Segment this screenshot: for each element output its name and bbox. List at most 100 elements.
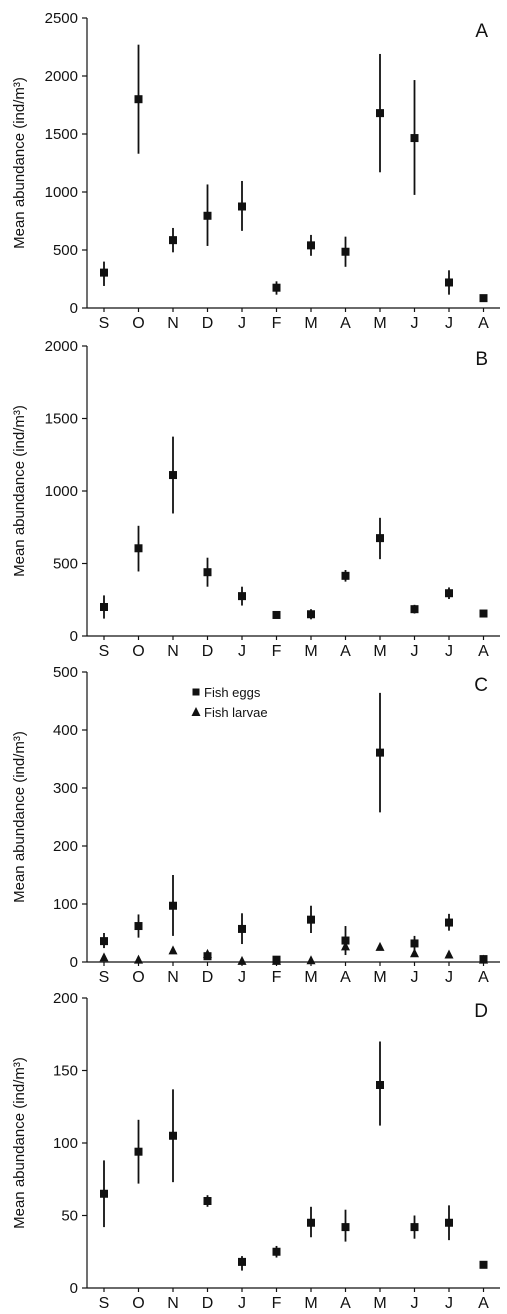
x-tick-label: J (238, 643, 246, 660)
panel-label: B (475, 349, 488, 370)
y-tick-label: 0 (70, 954, 78, 971)
data-point (376, 748, 384, 757)
data-point (169, 901, 177, 910)
x-tick-label: N (167, 1295, 179, 1312)
y-tick-label: 200 (53, 990, 78, 1007)
data-point (307, 610, 315, 619)
x-tick-label: D (202, 1295, 214, 1312)
x-tick-label: J (411, 1295, 419, 1312)
data-point (272, 283, 281, 292)
data-point (100, 268, 108, 277)
y-tick-label: 2500 (45, 10, 78, 27)
x-tick-label: M (373, 315, 386, 332)
data-point-larvae (134, 954, 143, 964)
y-tick-label: 300 (53, 780, 78, 797)
x-tick-label: F (272, 1295, 282, 1312)
data-point-larvae (203, 948, 212, 958)
x-tick-label: J (445, 1295, 453, 1312)
x-tick-label: O (132, 643, 144, 660)
panel-label: D (474, 1001, 488, 1022)
x-tick-label: M (373, 643, 386, 660)
x-tick-label: D (202, 643, 214, 660)
data-point (376, 534, 384, 543)
data-point (203, 1197, 212, 1205)
chart-panel-c: 0 100 200 300 400 500 S O N D J F M A M J J A Mean abundan… (11, 664, 500, 986)
x-tick-label: A (340, 643, 351, 660)
data-point (479, 1260, 488, 1269)
y-tick-label: 500 (53, 242, 78, 259)
x-tick-label: J (411, 315, 419, 332)
data-point-larvae (99, 952, 109, 962)
data-point (341, 1223, 350, 1232)
x-tick-label: D (202, 969, 214, 986)
data-point (341, 571, 350, 580)
legend-marker-fish-eggs (192, 688, 200, 696)
x-tick-label: N (167, 643, 179, 660)
x-tick-label: A (340, 1295, 351, 1312)
x-tick-label: S (99, 969, 110, 986)
x-tick-label: J (411, 643, 419, 660)
y-tick-label: 0 (70, 300, 78, 317)
x-tick-label: M (304, 1295, 317, 1312)
data-point (410, 134, 419, 143)
data-point (169, 1131, 177, 1140)
x-tick-label: S (99, 643, 110, 660)
data-point (410, 939, 419, 948)
x-tick-label: J (238, 1295, 246, 1312)
panel-label: A (475, 21, 488, 42)
data-point (134, 544, 143, 553)
data-point-larvae (237, 955, 247, 965)
x-tick-label: A (478, 969, 489, 986)
data-point (238, 1257, 246, 1266)
y-axis-label: Mean abundance (ind/m³) (11, 1057, 28, 1229)
data-point (134, 922, 143, 931)
x-tick-label: J (445, 969, 453, 986)
data-point-larvae (168, 945, 178, 955)
x-tick-label: A (340, 969, 351, 986)
chart-panel-d: 0 50 100 150 200 S O N D J F M A M J J A Mean abundance (… (11, 990, 500, 1312)
data-point (410, 605, 419, 614)
x-tick-label: S (99, 1295, 110, 1312)
x-tick-label: S (99, 315, 110, 332)
x-tick-label: N (167, 969, 179, 986)
y-tick-label: 1000 (45, 483, 78, 500)
data-point-larvae (272, 955, 281, 965)
y-tick-label: 0 (70, 628, 78, 645)
legend: Fish eggs Fish larvae (191, 685, 268, 720)
y-tick-label: 500 (53, 556, 78, 573)
x-tick-label: J (238, 315, 246, 332)
x-tick-label: F (272, 315, 282, 332)
y-tick-label: 0 (70, 1280, 78, 1297)
data-point (307, 1218, 315, 1227)
x-tick-label: J (411, 969, 419, 986)
y-axis-label: Mean abundance (ind/m³) (11, 731, 28, 903)
data-point-larvae (306, 955, 316, 965)
y-tick-label: 1500 (45, 411, 78, 428)
data-point (341, 936, 350, 945)
data-point (479, 609, 488, 618)
data-point (134, 95, 143, 104)
y-axis-label: Mean abundance (ind/m³) (11, 77, 28, 249)
legend-marker-fish-larvae (191, 707, 201, 716)
data-point-larvae (444, 949, 454, 959)
chart-panel-a: 0 500 1000 1500 2000 2500 S O N D J F M A M J J A Mean abu… (11, 10, 500, 332)
data-point (341, 247, 350, 256)
y-tick-label: 100 (53, 896, 78, 913)
y-tick-label: 500 (53, 664, 78, 681)
data-point (376, 1081, 384, 1089)
x-tick-label: J (238, 969, 246, 986)
data-point (169, 236, 177, 245)
x-tick-label: M (304, 315, 317, 332)
x-tick-label: A (478, 643, 489, 660)
x-tick-label: O (132, 969, 144, 986)
data-point (203, 211, 212, 220)
data-point (445, 278, 453, 287)
y-tick-label: 2000 (45, 338, 78, 355)
x-tick-label: A (340, 315, 351, 332)
y-tick-label: 150 (53, 1063, 78, 1080)
data-point (445, 918, 453, 927)
legend-label-fish-larvae: Fish larvae (204, 705, 268, 720)
x-tick-label: A (478, 315, 489, 332)
data-point (307, 915, 315, 924)
data-point-larvae (479, 954, 488, 964)
